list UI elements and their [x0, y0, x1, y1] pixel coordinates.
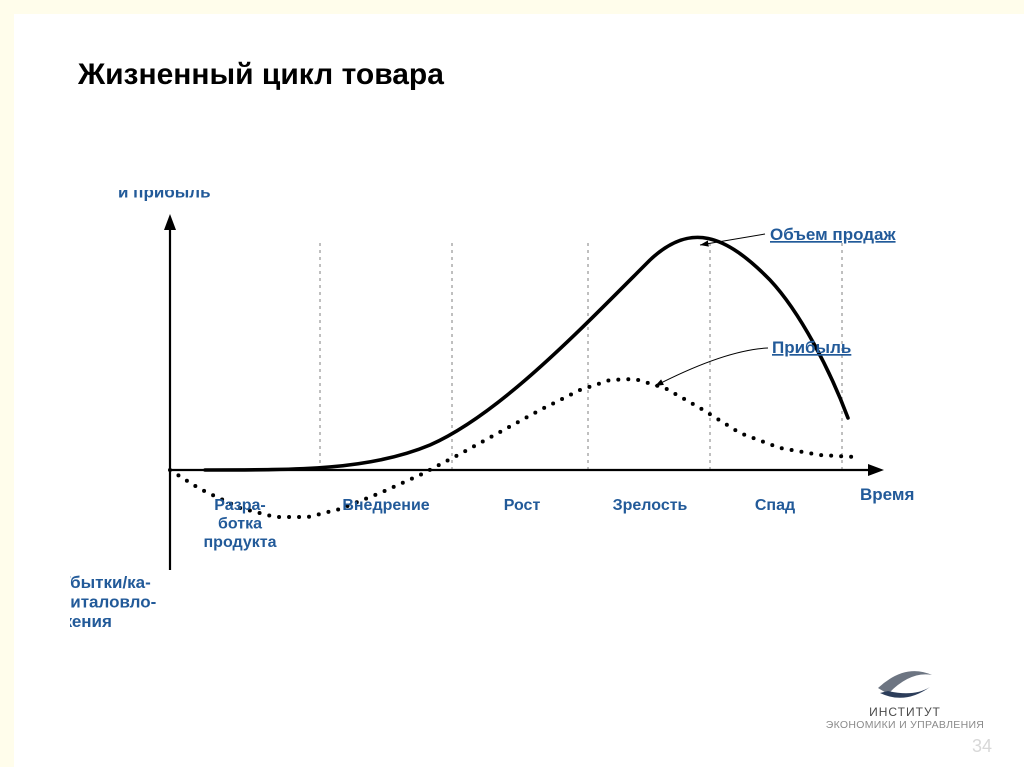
svg-text:Зрелость: Зрелость: [613, 497, 688, 514]
svg-text:Рост: Рост: [504, 497, 541, 514]
logo-icon: [870, 653, 940, 703]
svg-text:Внедрение: Внедрение: [342, 497, 429, 514]
logo-text-line2: ЭКОНОМИКИ И УПРАВЛЕНИЯ: [810, 719, 1000, 731]
svg-text:Разра-боткапродукта: Разра-боткапродукта: [204, 497, 277, 551]
institute-logo: ИНСТИТУТ ЭКОНОМИКИ И УПРАВЛЕНИЯ: [810, 653, 1000, 731]
svg-text:Время: Время: [860, 485, 914, 504]
logo-text-line1: ИНСТИТУТ: [810, 705, 1000, 719]
lifecycle-chart: Объем продажи прибыль Убытки/ка-питаловло…: [70, 190, 950, 630]
svg-text:Прибыль: Прибыль: [772, 338, 851, 357]
svg-text:Убытки/ка-питаловло-жения: Убытки/ка-питаловло-жения: [70, 573, 156, 630]
svg-text:Объем продажи прибыль: Объем продажи прибыль: [118, 190, 244, 202]
svg-text:Спад: Спад: [755, 497, 795, 514]
page-title: Жизненный цикл товара: [78, 58, 444, 92]
svg-text:Объем продаж: Объем продаж: [770, 225, 896, 244]
page-number: 34: [972, 736, 992, 757]
